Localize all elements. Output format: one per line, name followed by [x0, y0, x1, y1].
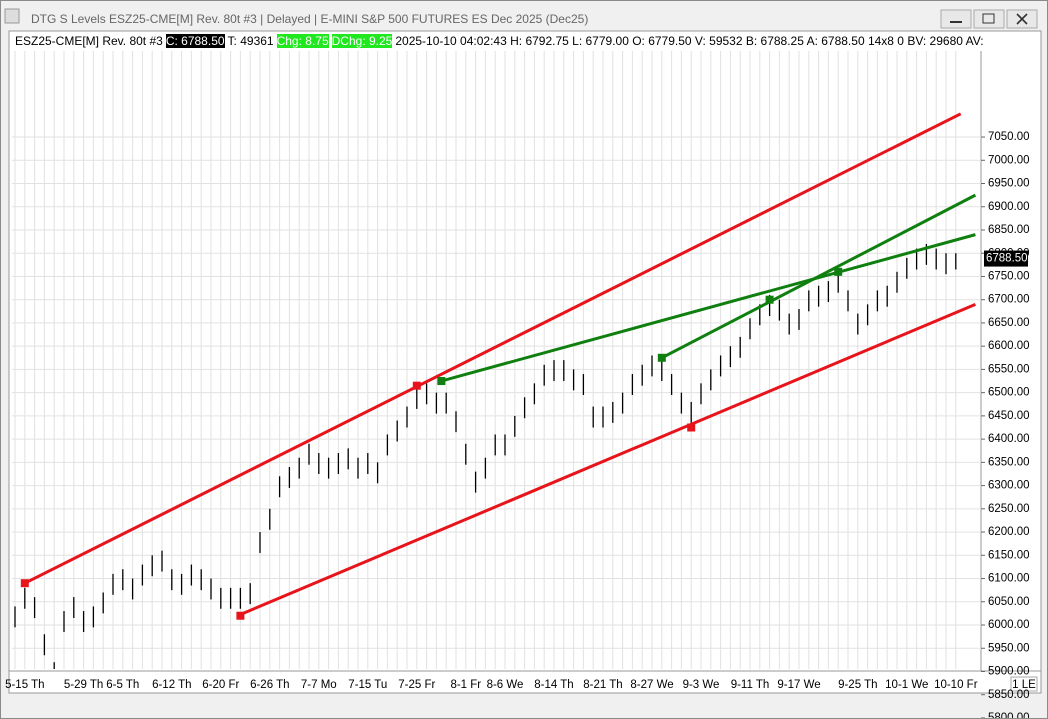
y-tick-label: 6050.00: [988, 596, 1030, 608]
y-tick-label: 7000.00: [988, 154, 1030, 166]
pivot-marker: [236, 611, 245, 620]
y-tick-label: 5950.00: [988, 642, 1030, 654]
x-tick-label: 6-26 Th: [250, 679, 289, 691]
last-price-tag: [984, 250, 1028, 267]
x-tick-label: 7-7 Mo: [301, 679, 337, 691]
info-field: ESZ25-CME[M] Rev. 80t #3: [15, 34, 163, 48]
x-tick-label: 6-20 Fr: [202, 679, 239, 691]
pivot-marker: [412, 381, 421, 390]
close-icon: [1016, 13, 1028, 25]
y-tick-label: 6850.00: [988, 224, 1030, 236]
y-tick-label: 6550.00: [988, 363, 1030, 375]
trend-line: [236, 302, 976, 618]
x-tick-label: 5-29 Th: [64, 679, 103, 691]
x-tick-label: 9-11 Th: [731, 679, 770, 691]
info-field: 2025-10-10 04:02:43 H: 6792.75 L: 6779.0…: [395, 34, 983, 48]
footer-box: [1010, 676, 1038, 692]
x-tick-label: 6-12 Th: [152, 679, 191, 691]
x-tick-label: 8-1 Fr: [450, 679, 481, 691]
window-title: DTG S Levels ESZ25-CME[M] Rev. 80t #3 | …: [31, 12, 589, 26]
y-tick-label: 6900.00: [988, 201, 1030, 213]
x-tick-label: 6-5 Th: [106, 679, 139, 691]
pivot-marker: [765, 295, 774, 304]
pivot-marker: [437, 377, 446, 386]
y-tick-label: 6100.00: [988, 573, 1030, 585]
x-tick-label: 8-27 We: [630, 679, 673, 691]
maximize-button[interactable]: [973, 9, 1005, 29]
x-tick-label: 7-15 Tu: [348, 679, 387, 691]
x-tick-label: 10-10 Fr: [934, 679, 978, 691]
y-tick-label: 7050.00: [988, 131, 1030, 143]
y-tick-label: 6650.00: [988, 317, 1030, 329]
y-tick-label: 6350.00: [988, 456, 1030, 468]
y-tick-label: 6400.00: [988, 433, 1030, 445]
y-tick-label: 6150.00: [988, 549, 1030, 561]
trend-line: [24, 112, 962, 585]
pivot-marker: [657, 353, 666, 362]
y-tick-label: 6950.00: [988, 178, 1030, 190]
y-tick-label: 5900.00: [988, 666, 1030, 678]
x-tick-label: 9-17 We: [777, 679, 820, 691]
y-tick-label: 6300.00: [988, 480, 1030, 492]
x-tick-label: 5-15 Th: [5, 679, 44, 691]
y-tick-label: 6250.00: [988, 503, 1030, 515]
y-tick-label: 6200.00: [988, 526, 1030, 538]
pivot-marker: [20, 579, 29, 588]
y-tick-label: 5800.00: [988, 712, 1030, 718]
info-field: C: 6788.50: [165, 34, 225, 48]
pivot-marker: [687, 423, 696, 432]
maximize-icon: [982, 13, 995, 24]
y-tick-label: 6600.00: [988, 340, 1030, 352]
x-tick-label: 10-1 We: [885, 679, 928, 691]
trend-line: [661, 193, 977, 360]
y-tick-label: 6750.00: [988, 270, 1030, 282]
y-tick-label: 6500.00: [988, 387, 1030, 399]
trend-line: [440, 233, 976, 383]
y-tick-label: 6000.00: [988, 619, 1030, 631]
app-icon: [4, 8, 20, 24]
y-tick-label: 6700.00: [988, 294, 1030, 306]
x-tick-label: 8-14 Th: [534, 679, 573, 691]
x-tick-label: 9-25 Th: [838, 679, 877, 691]
info-field: DChg: 9.25: [331, 34, 393, 48]
footer-label: 1 LE: [1012, 679, 1036, 691]
x-tick-label: 8-6 We: [487, 679, 524, 691]
x-tick-label: 8-21 Th: [583, 679, 622, 691]
x-tick-label: 7-25 Fr: [398, 679, 435, 691]
minimize-button[interactable]: [940, 9, 972, 29]
y-tick-label: 5850.00: [988, 689, 1030, 701]
x-tick-label: 9-3 We: [683, 679, 720, 691]
info-field: T: 49361: [227, 34, 274, 48]
info-bar: ESZ25-CME[M] Rev. 80t #3 C: 6788.50 T: 493…: [15, 34, 983, 48]
pivot-marker: [834, 267, 843, 276]
last-price-label: 6788.50: [986, 253, 1028, 265]
info-field: Chg: 8.75: [276, 34, 329, 48]
y-tick-label: 6450.00: [988, 410, 1030, 422]
